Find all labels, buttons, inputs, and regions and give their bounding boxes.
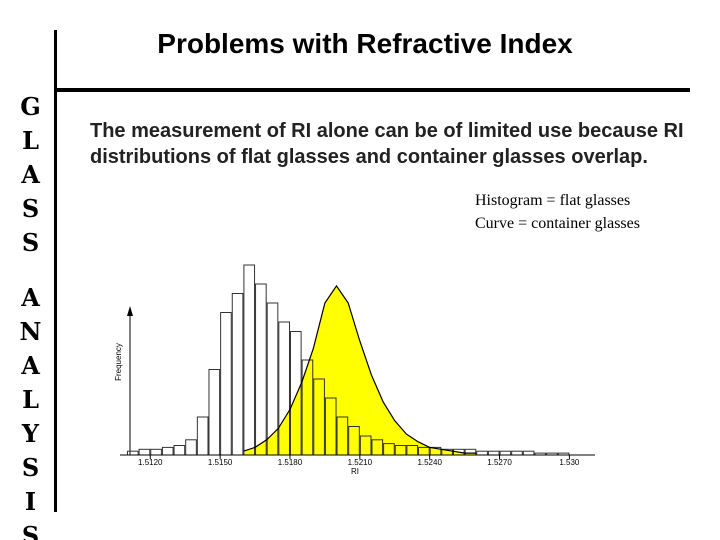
- x-tick-label: 1.5210: [348, 458, 373, 467]
- x-tick-label: 1.5150: [208, 458, 233, 467]
- x-tick-label: 1.5180: [278, 458, 303, 467]
- body-text: The measurement of RI alone can be of li…: [90, 120, 684, 168]
- histogram-bar: [173, 445, 186, 456]
- x-axis-label: RI: [351, 467, 359, 476]
- side-word: ANALYSIS: [16, 283, 45, 540]
- histogram-bar: [161, 446, 174, 456]
- histogram-bar: [231, 293, 244, 456]
- y-axis-label: Frequency: [114, 343, 123, 381]
- x-tick-label: 1.5120: [138, 458, 163, 467]
- histogram-bar: [138, 448, 151, 456]
- curve-line: [243, 284, 477, 454]
- histogram-bar: [185, 439, 197, 456]
- histogram-bar: [150, 448, 162, 456]
- histogram-bar: [196, 416, 209, 456]
- legend-text: Histogram = flat glasses: [475, 192, 631, 209]
- histogram-bar: [243, 264, 256, 456]
- vertical-rule: [54, 30, 57, 512]
- histogram-bar: [208, 369, 221, 456]
- x-tick-label: 1.5240: [417, 458, 442, 467]
- title: Problems with Refractive Index: [157, 28, 573, 59]
- x-tick-label: 1.5270: [487, 458, 512, 467]
- histogram-bar: [499, 450, 512, 456]
- horizontal-rule: [55, 88, 690, 92]
- x-tick-label: 1.530: [559, 458, 580, 467]
- side-word: GLASS: [16, 92, 45, 262]
- legend-text: Curve = container glasses: [475, 215, 640, 232]
- histogram-bar: [487, 450, 500, 456]
- histogram-bar: [255, 283, 267, 456]
- histogram-bar: [511, 450, 523, 456]
- histogram-bar: [522, 450, 535, 456]
- histogram-bar: [220, 312, 232, 456]
- arrow-head: [127, 306, 133, 316]
- histogram-bar: [476, 450, 488, 456]
- histogram-bar: [126, 450, 139, 456]
